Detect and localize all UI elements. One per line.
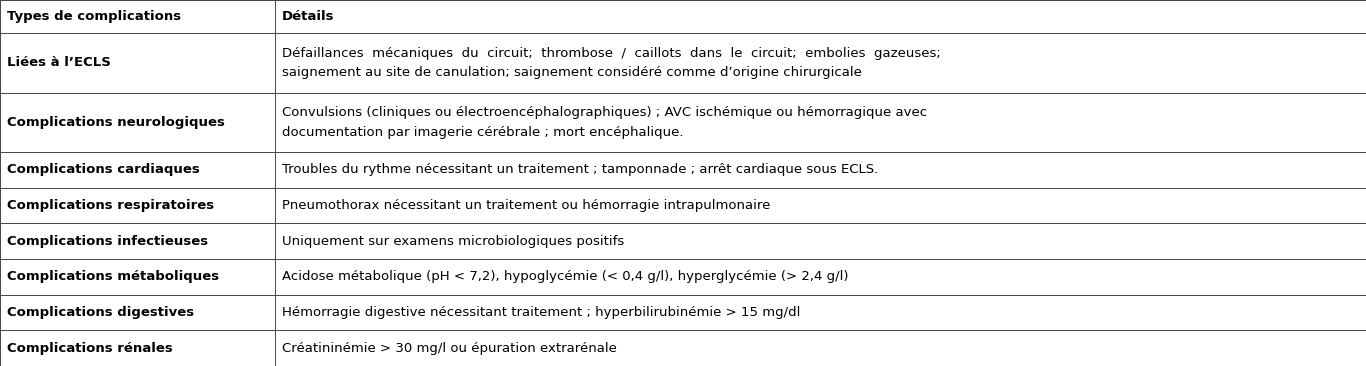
Text: saignement au site de canulation; saignement considéré comme d’origine chirurgic: saignement au site de canulation; saigne…: [283, 66, 862, 79]
Text: Créatininémie > 30 mg/l ou épuration extrarénale: Créatininémie > 30 mg/l ou épuration ext…: [283, 342, 617, 355]
Text: Hémorragie digestive nécessitant traitement ; hyperbilirubinémie > 15 mg/dl: Hémorragie digestive nécessitant traitem…: [283, 306, 800, 319]
Text: Pneumothorax nécessitant un traitement ou hémorragie intrapulmonaire: Pneumothorax nécessitant un traitement o…: [283, 199, 770, 212]
Text: Complications respiratoires: Complications respiratoires: [7, 199, 214, 212]
Text: Types de complications: Types de complications: [7, 10, 180, 23]
Text: Troubles du rythme nécessitant un traitement ; tamponnade ; arrêt cardiaque sous: Troubles du rythme nécessitant un traite…: [283, 164, 878, 176]
Text: Liées à l’ECLS: Liées à l’ECLS: [7, 56, 111, 70]
Text: Complications rénales: Complications rénales: [7, 342, 172, 355]
Text: Complications digestives: Complications digestives: [7, 306, 194, 319]
Text: Complications cardiaques: Complications cardiaques: [7, 164, 199, 176]
Text: Complications neurologiques: Complications neurologiques: [7, 116, 224, 129]
Text: Convulsions (cliniques ou électroencéphalographiques) ; AVC ischémique ou hémorr: Convulsions (cliniques ou électroencépha…: [283, 106, 928, 119]
Text: Acidose métabolique (pH < 7,2), hypoglycémie (< 0,4 g/l), hyperglycémie (> 2,4 g: Acidose métabolique (pH < 7,2), hypoglyc…: [283, 270, 848, 283]
Text: Défaillances  mécaniques  du  circuit;  thrombose  /  caillots  dans  le  circui: Défaillances mécaniques du circuit; thro…: [283, 46, 941, 60]
Text: Complications métaboliques: Complications métaboliques: [7, 270, 219, 283]
Text: Complications infectieuses: Complications infectieuses: [7, 235, 208, 248]
Text: Uniquement sur examens microbiologiques positifs: Uniquement sur examens microbiologiques …: [283, 235, 624, 248]
Text: documentation par imagerie cérébrale ; mort encéphalique.: documentation par imagerie cérébrale ; m…: [283, 126, 683, 139]
Text: Détails: Détails: [283, 10, 335, 23]
